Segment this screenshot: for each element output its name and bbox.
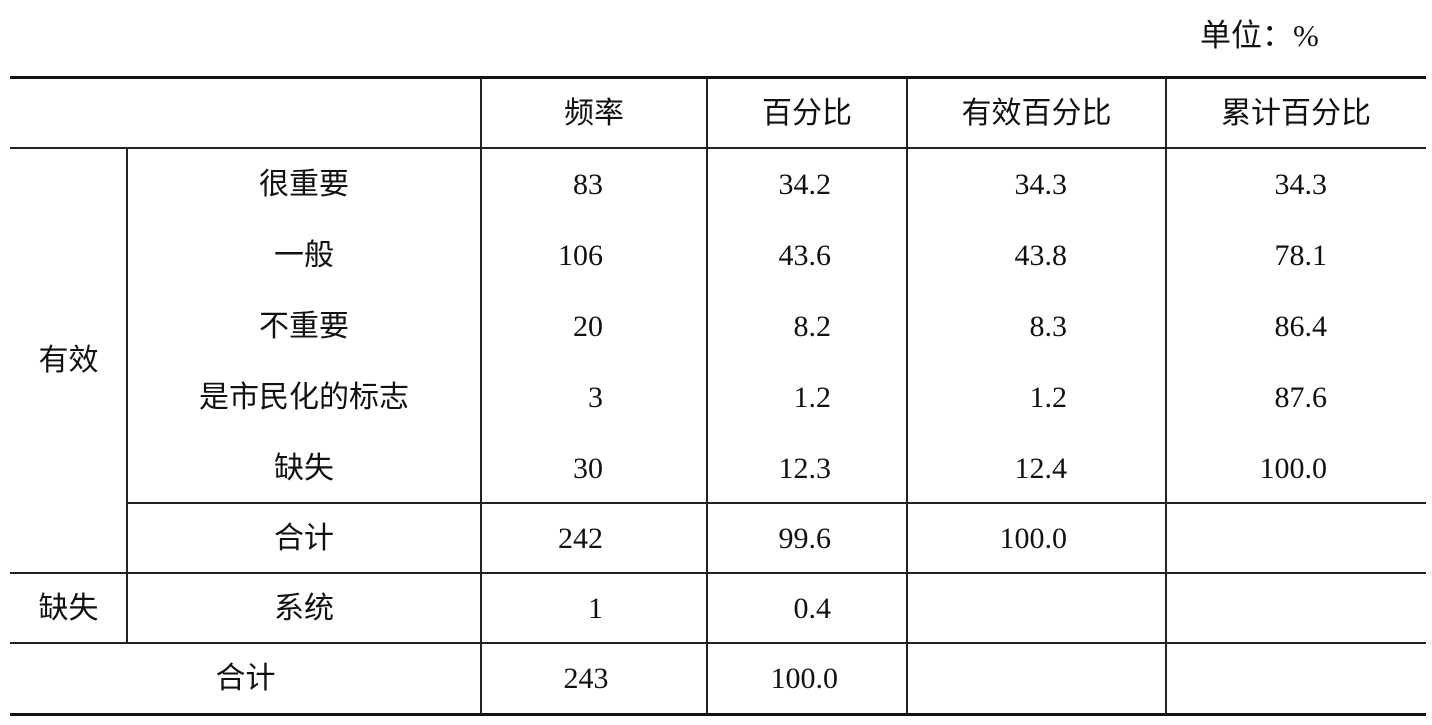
col-divider: [706, 78, 708, 714]
valid-row-valid-pct: 12.4: [1014, 452, 1068, 485]
missing-freq: 1: [588, 592, 603, 625]
header-pct: 百分比: [762, 97, 852, 130]
header-freq: 频率: [564, 97, 624, 130]
valid-row-pct: 12.3: [778, 452, 832, 485]
valid-row-pct: 34.2: [778, 168, 832, 201]
group-valid: 有效: [38, 344, 99, 377]
header-valid-pct: 有效百分比: [961, 97, 1112, 130]
valid-total-valid-pct: 100.0: [999, 522, 1068, 555]
total-divider: [10, 642, 1426, 644]
unit-label: 单位：%: [1200, 18, 1319, 53]
valid-row-cum-pct: 100.0: [1259, 452, 1328, 485]
valid-row-label: 缺失: [274, 452, 334, 485]
missing-divider: [10, 572, 1426, 574]
col-divider: [1165, 78, 1167, 714]
valid-row-valid-pct: 43.8: [1014, 239, 1068, 272]
valid-row-freq: 20: [573, 310, 603, 343]
valid-total-label: 合计: [274, 522, 334, 555]
valid-total-freq: 242: [558, 522, 603, 555]
valid-row-cum-pct: 87.6: [1274, 381, 1328, 414]
group-divider: [126, 148, 128, 643]
header-divider: [10, 147, 1426, 149]
valid-row-freq: 83: [573, 168, 603, 201]
valid-total-divider: [127, 502, 1426, 504]
grand-total-pct: 100.0: [770, 662, 839, 695]
header-cum-pct: 累计百分比: [1221, 97, 1371, 130]
missing-pct: 0.4: [793, 592, 832, 625]
top-rule: [10, 76, 1426, 79]
grand-total-freq: 243: [563, 662, 609, 695]
valid-row-label: 不重要: [259, 310, 349, 343]
valid-row-label: 一般: [274, 239, 334, 272]
missing-label: 系统: [274, 592, 334, 625]
valid-row-label: 是市民化的标志: [199, 381, 409, 414]
valid-row-cum-pct: 34.3: [1274, 168, 1328, 201]
valid-row-cum-pct: 78.1: [1274, 239, 1328, 272]
valid-row-freq: 3: [588, 381, 603, 414]
valid-row-valid-pct: 1.2: [1029, 381, 1068, 414]
valid-row-valid-pct: 8.3: [1029, 310, 1068, 343]
valid-row-pct: 1.2: [793, 381, 832, 414]
valid-row-pct: 43.6: [778, 239, 832, 272]
valid-row-pct: 8.2: [793, 310, 832, 343]
bottom-rule: [10, 713, 1426, 716]
valid-row-label: 很重要: [259, 168, 349, 201]
group-missing: 缺失: [38, 592, 99, 625]
valid-row-freq: 30: [573, 452, 603, 485]
valid-row-cum-pct: 86.4: [1274, 310, 1328, 343]
col-divider: [906, 78, 908, 714]
grand-total-label: 合计: [215, 662, 276, 695]
valid-total-pct: 99.6: [778, 522, 832, 555]
valid-row-freq: 106: [558, 239, 603, 272]
valid-row-valid-pct: 34.3: [1014, 168, 1068, 201]
col-divider: [480, 78, 482, 714]
